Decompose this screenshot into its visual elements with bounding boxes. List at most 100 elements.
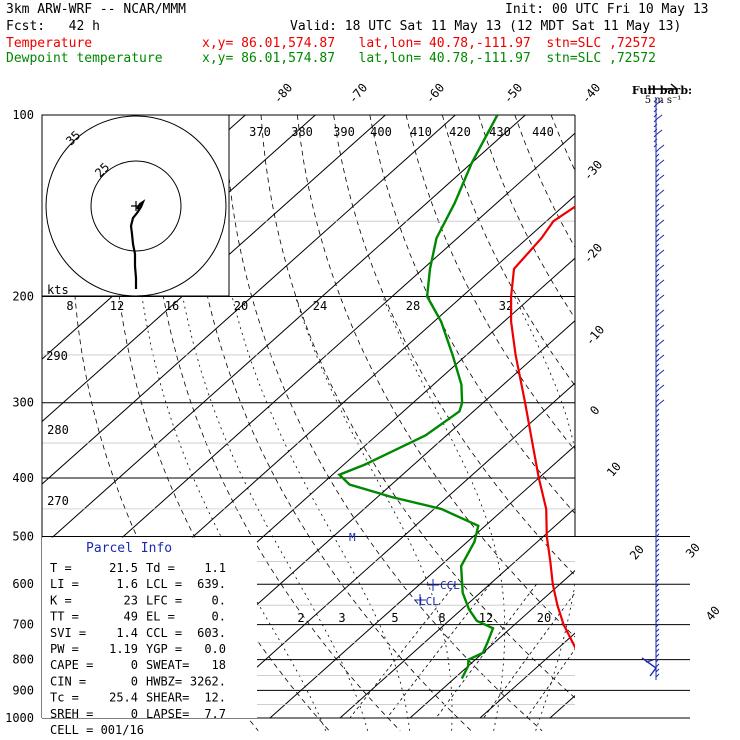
hodograph-axis-label: 16 <box>165 299 179 313</box>
parcel-row-value: 49 <box>124 610 138 624</box>
wind-barb-key-flag <box>670 83 678 90</box>
mixing-ratio-label: 8 <box>438 611 445 625</box>
parcel-row-label: CAPE = <box>50 658 93 672</box>
wind-barbs: Full barb:5 m s⁻¹ <box>632 83 692 680</box>
parcel-row-label: CIN = <box>50 674 86 688</box>
isotherm-label: -80 <box>271 81 296 107</box>
hodograph-axis-label: 24 <box>313 299 327 313</box>
theta-label: 430 <box>489 125 511 139</box>
moist-adiabat <box>382 296 506 731</box>
hodograph-trace <box>129 199 146 289</box>
model-title: 3km ARW-WRF -- NCAR/MMM <box>6 2 187 17</box>
isotherm-line <box>42 115 386 423</box>
parcel-row-label: EL = <box>146 610 175 624</box>
hodograph-axis-label: 8 <box>66 299 73 313</box>
parcel-row-label: SVI = <box>50 626 86 640</box>
dry-adiabat <box>660 115 740 731</box>
pressure-label-400: 400 <box>12 471 34 485</box>
parcel-row-label: SWEAT= <box>146 658 189 672</box>
parcel-row-value: 0 <box>131 658 138 672</box>
parcel-row-value: 1.19 <box>109 642 138 656</box>
mixing-ratio-label: 12 <box>479 611 493 625</box>
hodograph-axis-label: 20 <box>234 299 248 313</box>
theta-left-label: 290 <box>46 349 68 363</box>
wind-barb-feather <box>658 384 665 390</box>
hodograph-axis-label: 28 <box>406 299 420 313</box>
parcel-row-label: LI = <box>50 577 79 591</box>
parcel-row-value: 12. <box>204 691 226 705</box>
valid-time: Valid: 18 UTC Sat 11 May 13 (12 MDT Sat … <box>290 19 682 34</box>
isotherm-labels: -80 -70 -60 -50 -40 -30 -20 -10 0 10 20 30 40 <box>271 81 723 624</box>
isotherm-label: -40 <box>579 81 604 107</box>
theta-left-label: 270 <box>47 494 69 508</box>
wind-barb-feather <box>658 339 665 345</box>
parcel-row-value: 1.4 <box>116 626 138 640</box>
lcl-marker-cross <box>414 594 426 606</box>
pressure-label-100: 100 <box>12 108 34 122</box>
moist-adiabat <box>295 296 453 731</box>
moist-adiabat <box>620 297 740 731</box>
isotherm-label: 30 <box>683 540 703 560</box>
isotherm-line <box>42 115 456 485</box>
dry-adiabat <box>624 115 740 731</box>
dry-adiabat <box>188 115 472 732</box>
wind-barb-feather <box>658 204 665 210</box>
hodograph-axis-label: 12 <box>110 299 124 313</box>
dry-adiabat <box>296 115 575 638</box>
dry-adiabat <box>696 115 740 731</box>
isotherm-label: -20 <box>581 241 606 267</box>
ccl-marker: CCL <box>440 579 460 592</box>
temperature-location: x,y= 86.01,574.87 lat,lon= 40.78,-111.97… <box>202 36 656 51</box>
parcel-row-label: Td = <box>146 561 175 575</box>
isotherm-line <box>620 115 740 718</box>
dry-adiabat <box>260 115 575 699</box>
mixing-ratio-line <box>483 592 575 719</box>
theta-label: 420 <box>449 125 471 139</box>
isotherm-line <box>42 132 575 610</box>
wind-barb-feather <box>658 324 665 330</box>
sounding-profiles <box>337 115 575 680</box>
parcel-row-value: 25.4 <box>109 691 138 705</box>
isotherm-label: -70 <box>346 81 371 107</box>
wind-barb-feather <box>658 399 665 405</box>
theta-label: 410 <box>410 125 432 139</box>
wind-barb-surface <box>641 657 657 677</box>
wind-barb-feather <box>658 144 665 150</box>
isotherm-line <box>269 445 575 719</box>
theta-left-label: 280 <box>47 423 69 437</box>
theta-label: 380 <box>291 125 313 139</box>
wind-barb-key-label: Full barb: <box>632 84 692 97</box>
parcel-info-background <box>42 537 257 718</box>
isotherm-label: 40 <box>703 603 723 623</box>
dry-adiabat <box>369 115 575 514</box>
pressure-label-800: 800 <box>12 653 34 667</box>
parcel-row-label: YGP = <box>146 642 182 656</box>
parcel-row-value: 603. <box>197 626 226 640</box>
wind-barb-feather <box>658 294 665 300</box>
parcel-row-label: SHEAR= <box>146 691 189 705</box>
parcel-info-panel: Parcel Info T = 21.5 Td = 1.1 LI = 1.6 LCL = 639… <box>42 537 257 737</box>
parcel-row-value: 7.7 <box>204 707 226 721</box>
parcel-row-label: TT = <box>50 610 79 624</box>
parcel-row-label: SREH = <box>50 707 93 721</box>
temperature-profile <box>510 205 575 650</box>
dry-adiabat <box>224 115 543 732</box>
isotherm-label: -30 <box>581 158 606 184</box>
hodograph-ring-inner <box>90 160 182 252</box>
parcel-row-value: 0 <box>131 674 138 688</box>
dry-adiabat <box>478 115 575 319</box>
dewpoint-legend-label: Dewpoint temperature <box>6 51 163 66</box>
mixing-ratio-label: 20 <box>537 611 551 625</box>
dry-adiabat <box>333 115 575 576</box>
isotherm-label: 0 <box>587 403 602 418</box>
wind-barb-feather <box>658 189 665 195</box>
isotherm-line <box>42 115 526 548</box>
wind-barb-feather <box>658 249 665 255</box>
parcel-row-label: LAPSE= <box>146 707 189 721</box>
theta-label: 400 <box>370 125 392 139</box>
wind-barb-feather <box>658 279 665 285</box>
moist-adiabats <box>141 296 740 731</box>
dry-adiabat <box>587 115 740 731</box>
wind-barb-feather <box>658 234 665 240</box>
